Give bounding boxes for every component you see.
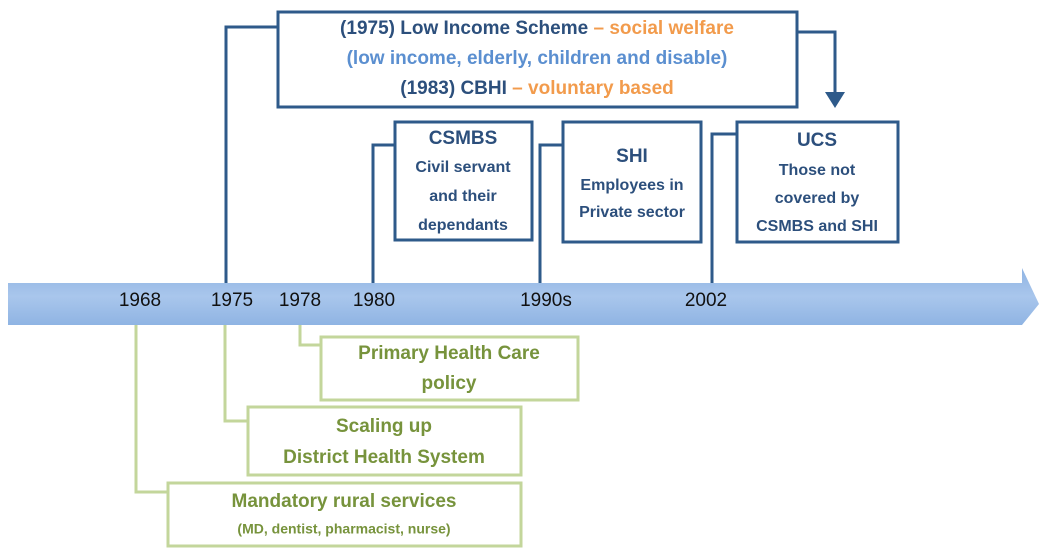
box-line: Those not bbox=[779, 162, 856, 179]
text: (1983) CBHI bbox=[400, 78, 507, 99]
year: 1975 bbox=[211, 290, 253, 311]
box bbox=[276, 10, 799, 109]
box-line: Private sector bbox=[579, 204, 685, 221]
box-line: Mandatory rural services bbox=[232, 491, 457, 512]
connector bbox=[371, 143, 395, 283]
box-line: CSMBS and SHI bbox=[756, 218, 878, 235]
box-line: (1975) Low Income Scheme – social welfar… bbox=[340, 18, 734, 39]
text: – social welfare bbox=[588, 18, 734, 39]
box-line: dependants bbox=[418, 217, 508, 234]
year: 1968 bbox=[119, 290, 161, 311]
year: 1990s bbox=[520, 290, 572, 311]
connector-arrow bbox=[797, 30, 837, 98]
box-line: (MD, dentist, pharmacist, nurse) bbox=[237, 521, 450, 537]
box-line: (low income, elderly, children and disab… bbox=[347, 48, 728, 69]
box-line: Employees in bbox=[580, 177, 683, 194]
connector bbox=[134, 325, 168, 494]
year: 1980 bbox=[353, 290, 395, 311]
box bbox=[561, 120, 703, 244]
box bbox=[246, 405, 523, 477]
connector bbox=[223, 325, 248, 423]
box-title: UCS bbox=[797, 130, 837, 151]
box-line: Scaling up bbox=[336, 416, 432, 437]
text: (1975) Low Income Scheme bbox=[340, 18, 588, 39]
year: 1978 bbox=[279, 290, 321, 311]
box-line: Civil servant bbox=[415, 159, 511, 176]
box bbox=[319, 335, 580, 402]
box-line: policy bbox=[422, 373, 477, 394]
box-line: Primary Health Care bbox=[358, 343, 540, 364]
box-line: covered by bbox=[775, 190, 860, 207]
box-title: SHI bbox=[616, 146, 648, 167]
connector bbox=[710, 132, 737, 283]
box-line: and their bbox=[429, 188, 497, 205]
text: – voluntary based bbox=[507, 78, 674, 99]
arrowhead bbox=[825, 92, 845, 108]
box-title: CSMBS bbox=[429, 128, 498, 149]
timeline-arrow bbox=[8, 268, 1039, 325]
year: 2002 bbox=[685, 290, 727, 311]
box bbox=[166, 481, 523, 548]
box-line: District Health System bbox=[283, 447, 485, 468]
box bbox=[393, 120, 534, 242]
box-line: (1983) CBHI – voluntary based bbox=[400, 78, 674, 99]
connector bbox=[538, 143, 563, 283]
year-labels: 1968 1975 1978 1980 1990s 2002 bbox=[119, 290, 727, 311]
connector bbox=[224, 25, 278, 283]
box bbox=[735, 120, 900, 244]
connector bbox=[298, 325, 321, 347]
